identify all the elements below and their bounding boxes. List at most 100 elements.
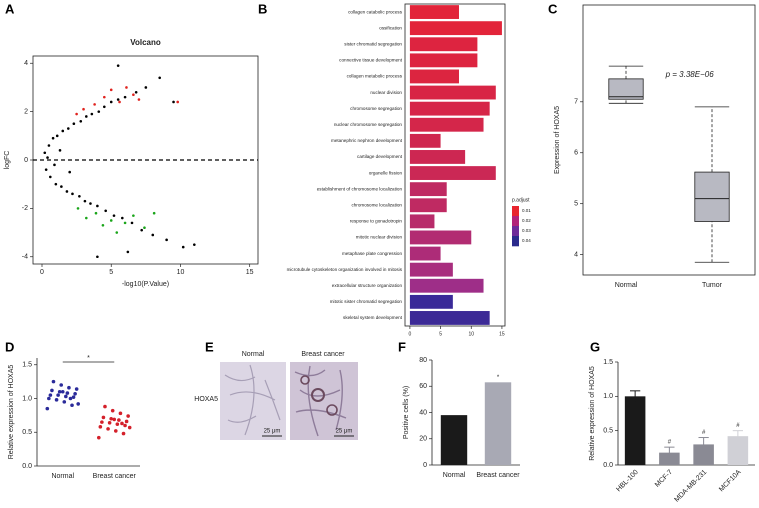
point bbox=[76, 207, 80, 210]
image-label: Normal bbox=[242, 351, 265, 358]
point bbox=[68, 170, 71, 174]
chart-panel: A Volcano -log10(P.Value) logFC -4 -2 0 2 4 0 5 10 1… bbox=[4, 1, 259, 288]
point bbox=[109, 416, 113, 421]
bar bbox=[409, 246, 441, 261]
point bbox=[109, 100, 113, 104]
point bbox=[144, 86, 148, 89]
point bbox=[120, 421, 124, 426]
point bbox=[132, 214, 135, 217]
point bbox=[103, 105, 106, 109]
tissue-texture bbox=[224, 364, 281, 436]
y-tick-label: metanephric nephron development bbox=[331, 138, 403, 143]
legend-title: p.adjust bbox=[512, 197, 530, 203]
point bbox=[62, 400, 67, 404]
point bbox=[71, 192, 74, 196]
point bbox=[110, 408, 115, 413]
point bbox=[158, 76, 161, 80]
bar bbox=[624, 396, 646, 465]
point bbox=[103, 95, 106, 99]
panel-letter: B bbox=[258, 1, 267, 16]
point bbox=[71, 395, 76, 399]
bar bbox=[659, 452, 680, 465]
x-tick-label: 15 bbox=[246, 269, 254, 276]
panel-letter: C bbox=[548, 1, 558, 16]
x-tick-label: 15 bbox=[499, 331, 505, 337]
point bbox=[123, 423, 127, 428]
point bbox=[96, 204, 99, 208]
point bbox=[57, 389, 62, 394]
y-tick-label: 0.0 bbox=[603, 462, 613, 469]
point bbox=[64, 394, 68, 399]
annotation: # bbox=[668, 440, 672, 446]
point bbox=[137, 98, 141, 101]
y-tick-label: extracellular structure organization bbox=[332, 283, 403, 288]
point bbox=[113, 429, 118, 433]
tissue-texture bbox=[300, 375, 310, 385]
plot-frame bbox=[404, 3, 506, 327]
point bbox=[76, 402, 80, 406]
bar bbox=[409, 278, 484, 293]
chart-title: Volcano bbox=[130, 38, 161, 47]
y-axis-label: Expression of HOXA5 bbox=[554, 106, 561, 174]
point bbox=[106, 427, 110, 431]
point bbox=[115, 231, 119, 234]
y-tick-label: microtubule cytoskeleton organization in… bbox=[287, 267, 403, 272]
y-tick-label: 4 bbox=[574, 251, 578, 258]
point bbox=[51, 379, 56, 384]
point bbox=[85, 115, 88, 118]
x-axis-label: -log10(P.Value) bbox=[122, 281, 169, 288]
y-tick-label: chromosome localization bbox=[351, 202, 402, 207]
point bbox=[54, 182, 58, 186]
bar bbox=[693, 444, 714, 465]
x-tick-label: MCF10A bbox=[718, 469, 743, 494]
point bbox=[68, 396, 73, 401]
y-axis-label: Relative expression of HOXA5 bbox=[8, 365, 15, 460]
point bbox=[89, 202, 92, 205]
y-tick-label: 7 bbox=[574, 99, 578, 106]
point bbox=[100, 420, 104, 424]
x-tick-label: Normal bbox=[615, 282, 638, 289]
tissue-texture bbox=[311, 388, 325, 402]
point bbox=[67, 385, 71, 390]
annotation: # bbox=[736, 423, 740, 429]
chart-panel: D Relative expression of HOXA5 0.0 0.5 1.0 1.… bbox=[5, 339, 140, 480]
y-tick-label: 1.5 bbox=[22, 362, 32, 369]
point bbox=[123, 95, 127, 99]
y-tick-label: 0.0 bbox=[22, 463, 32, 470]
x-tick-label: 5 bbox=[439, 331, 442, 337]
point bbox=[65, 391, 70, 395]
bar bbox=[409, 198, 447, 213]
point bbox=[56, 393, 60, 397]
colorbar-label: 0.03 bbox=[522, 228, 531, 233]
y-tick-label: 0.5 bbox=[22, 429, 32, 436]
tissue-texture bbox=[326, 404, 338, 416]
point bbox=[60, 389, 65, 394]
bar bbox=[409, 214, 435, 229]
point bbox=[124, 419, 129, 424]
point bbox=[109, 88, 113, 92]
x-tick-label: HBL-100 bbox=[615, 469, 640, 494]
point bbox=[101, 415, 106, 420]
colorbar-label: 0.04 bbox=[522, 238, 531, 243]
point bbox=[85, 216, 88, 220]
y-axis-label: Positive cells (%) bbox=[403, 386, 410, 439]
y-tick-label: 20 bbox=[419, 436, 427, 443]
bar bbox=[409, 21, 502, 36]
point bbox=[140, 228, 143, 232]
chart-panel: G Relative expression of HOXA5 0.0 0.5 1.0 1.… bbox=[589, 339, 755, 504]
point bbox=[83, 199, 87, 203]
point bbox=[96, 255, 99, 259]
point bbox=[126, 414, 130, 418]
y-tick-label: 60 bbox=[419, 383, 427, 390]
point bbox=[55, 134, 59, 138]
point bbox=[72, 122, 76, 126]
panel-e: E Normal Breast cancer HOXA5 25 μm 25 μm bbox=[194, 339, 358, 440]
annotation: p = 3.38E−06 bbox=[665, 70, 715, 79]
y-tick-label: 6 bbox=[574, 150, 578, 157]
point bbox=[151, 233, 155, 237]
point bbox=[61, 129, 65, 133]
point bbox=[45, 406, 50, 411]
bar bbox=[409, 133, 441, 148]
panel-letter: F bbox=[398, 339, 406, 354]
panel-letter: A bbox=[5, 1, 15, 16]
